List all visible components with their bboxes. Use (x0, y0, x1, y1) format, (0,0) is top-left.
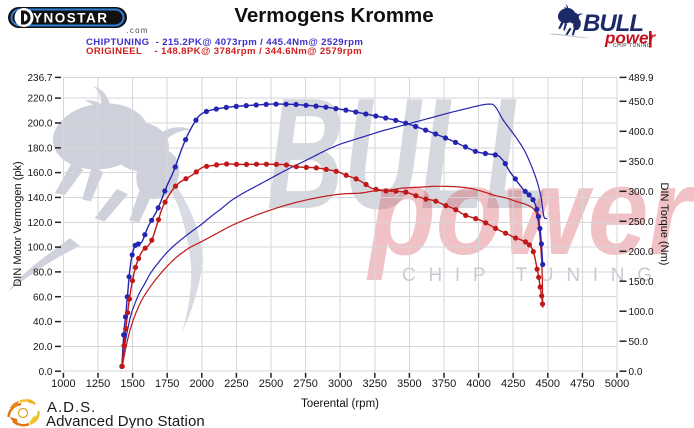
svg-text:power: power (604, 29, 656, 48)
svg-text:100.0: 100.0 (629, 307, 654, 318)
svg-text:200.0: 200.0 (27, 119, 52, 130)
svg-text:2250: 2250 (224, 378, 248, 390)
svg-text:4500: 4500 (536, 378, 560, 390)
svg-text:5000: 5000 (605, 378, 629, 390)
svg-text:100.0: 100.0 (27, 243, 52, 254)
svg-text:BULL: BULL (267, 66, 550, 242)
svg-text:.com: .com (127, 26, 149, 35)
svg-text:60.0: 60.0 (33, 292, 53, 303)
svg-text:300.0: 300.0 (629, 187, 654, 198)
svg-text:200.0: 200.0 (629, 247, 654, 258)
svg-text:2000: 2000 (190, 378, 214, 390)
svg-text:2500: 2500 (259, 378, 283, 390)
svg-text:160.0: 160.0 (27, 168, 52, 179)
svg-text:400.0: 400.0 (629, 127, 654, 138)
svg-text:489.9: 489.9 (629, 73, 654, 84)
svg-text:50.0: 50.0 (629, 337, 649, 348)
svg-text:4250: 4250 (501, 378, 525, 390)
svg-text:236.7: 236.7 (27, 73, 52, 84)
svg-text:40.0: 40.0 (33, 317, 53, 328)
svg-text:4000: 4000 (466, 378, 490, 390)
svg-text:4750: 4750 (570, 378, 594, 390)
svg-text:3750: 3750 (432, 378, 456, 390)
svg-text:140.0: 140.0 (27, 193, 52, 204)
svg-text:Toerental (rpm): Toerental (rpm) (301, 398, 379, 410)
svg-text:2750: 2750 (293, 378, 317, 390)
svg-text:power: power (366, 143, 694, 281)
svg-text:80.0: 80.0 (33, 268, 53, 279)
svg-text:20.0: 20.0 (33, 342, 53, 353)
svg-text:450.0: 450.0 (629, 97, 654, 108)
svg-text:120.0: 120.0 (27, 218, 52, 229)
svg-text:CHIP TUNING: CHIP TUNING (402, 265, 652, 286)
svg-text:DIN Torque (Nm): DIN Torque (Nm) (658, 183, 670, 266)
svg-text:150.0: 150.0 (629, 277, 654, 288)
svg-text:CHIP TUNING: CHIP TUNING (613, 43, 651, 49)
svg-text:YNOSTAR: YNOSTAR (33, 11, 109, 26)
svg-text:3000: 3000 (328, 378, 352, 390)
svg-text:DIN Motor Vermogen (pk): DIN Motor Vermogen (pk) (12, 161, 24, 286)
svg-text:0.0: 0.0 (39, 367, 53, 378)
svg-text:1000: 1000 (51, 378, 75, 390)
svg-text:1250: 1250 (86, 378, 110, 390)
svg-text:1500: 1500 (120, 378, 144, 390)
svg-text:220.0: 220.0 (27, 94, 52, 105)
svg-text:180.0: 180.0 (27, 143, 52, 154)
svg-text:0.0: 0.0 (629, 367, 643, 378)
svg-text:3500: 3500 (397, 378, 421, 390)
svg-text:BULL: BULL (583, 10, 643, 37)
svg-text:250.0: 250.0 (629, 217, 654, 228)
svg-text:3250: 3250 (363, 378, 387, 390)
svg-text:350.0: 350.0 (629, 157, 654, 168)
svg-text:1750: 1750 (155, 378, 179, 390)
